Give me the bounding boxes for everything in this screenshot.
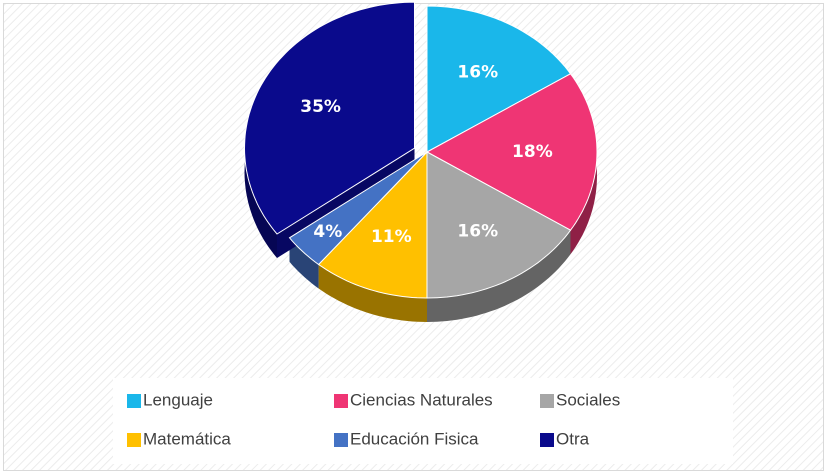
legend-label: Sociales [556,390,620,409]
legend-swatch [127,433,141,447]
legend-box [113,378,733,464]
data-label: 18% [512,142,553,162]
legend-swatch [540,394,554,408]
legend-swatch [540,433,554,447]
data-label: 11% [371,227,412,247]
slice [317,150,428,299]
data-label: 16% [457,221,498,241]
slice-side [289,237,319,289]
slice-side [318,264,427,322]
legend-label: Otra [556,429,590,448]
legend-swatch [127,394,141,408]
legend-label: Lenguaje [143,390,213,409]
data-label: 16% [457,63,498,83]
slice-side [427,230,571,322]
legend-label: Matemática [143,429,231,448]
legend: Lenguaje Ciencias Naturales Sociales Matemá… [127,390,620,448]
legend-swatch [334,433,348,447]
data-label: 35% [300,97,341,117]
slice [426,5,572,153]
legend-label: Ciencias Naturales [350,390,493,409]
data-label: 4% [313,222,342,242]
slice [288,151,428,266]
slice [243,1,415,235]
slice [426,151,572,299]
slice [425,73,598,231]
legend-label: Educación Fisica [350,429,479,448]
legend-swatch [334,394,348,408]
pie: 16% 18% 16% 11% 4% 35% [243,1,598,322]
